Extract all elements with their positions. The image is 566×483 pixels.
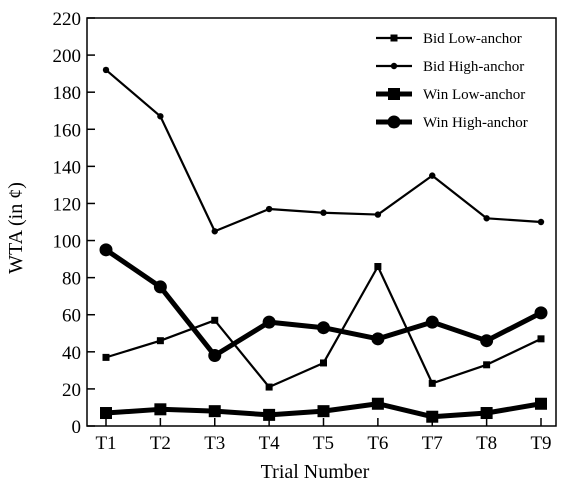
legend-label: Bid Low-anchor xyxy=(423,31,522,47)
y-tick-label: 180 xyxy=(53,83,82,104)
data-point xyxy=(371,332,385,346)
legend-swatch-marker xyxy=(390,34,398,42)
y-tick-label: 40 xyxy=(62,343,81,364)
x-tick-label: T4 xyxy=(259,433,281,454)
x-tick-label: T8 xyxy=(476,433,497,454)
legend-swatch-marker xyxy=(387,115,401,129)
x-tick-label: T7 xyxy=(422,433,443,454)
legend-swatch-marker xyxy=(390,62,398,70)
y-tick-label: 120 xyxy=(53,194,82,215)
data-point xyxy=(156,337,164,345)
legend-label: Bid High-anchor xyxy=(423,59,524,75)
data-point xyxy=(265,383,273,391)
data-point xyxy=(102,66,110,74)
legend-entry: Bid High-anchor xyxy=(376,59,524,75)
series-4 xyxy=(99,243,548,363)
data-point xyxy=(320,209,327,216)
data-point xyxy=(371,397,384,410)
legend-entry: Win High-anchor xyxy=(376,115,528,131)
series-layer xyxy=(99,66,548,423)
data-point xyxy=(317,405,330,418)
legend-entry: Win Low-anchor xyxy=(376,87,525,103)
y-tick-label: 160 xyxy=(53,120,82,141)
y-tick-label: 220 xyxy=(53,9,82,30)
plot-area xyxy=(86,17,557,427)
x-tick-label: T1 xyxy=(95,433,116,454)
data-point xyxy=(429,172,436,179)
data-point xyxy=(537,218,545,226)
series-line xyxy=(104,247,543,359)
data-point xyxy=(374,263,382,271)
legend-swatch-marker xyxy=(388,88,400,100)
x-tick-label: T3 xyxy=(204,433,225,454)
series-1 xyxy=(102,263,545,391)
x-tick-label: T6 xyxy=(367,433,388,454)
legend-entry: Bid Low-anchor xyxy=(376,31,522,47)
data-point xyxy=(537,335,545,343)
data-point xyxy=(102,353,110,361)
data-point xyxy=(262,315,276,329)
legend: Bid Low-anchor Bid High-anchor Win Low-anc… xyxy=(376,31,528,131)
y-tick-label: 200 xyxy=(53,46,82,67)
data-point xyxy=(208,405,221,418)
data-point xyxy=(317,321,330,335)
data-point xyxy=(374,211,382,218)
data-point xyxy=(263,408,276,421)
y-axis-label: WTA (in ¢) xyxy=(5,182,27,274)
y-tick-label: 20 xyxy=(62,380,81,401)
x-tick-label: T9 xyxy=(530,433,551,454)
legend-label: Win High-anchor xyxy=(423,115,528,131)
data-point xyxy=(480,407,493,420)
data-point xyxy=(483,215,490,222)
series-2 xyxy=(102,66,545,235)
data-point xyxy=(265,205,273,213)
x-tick-label: T2 xyxy=(150,433,171,454)
data-point xyxy=(483,361,491,369)
y-tick-label: 140 xyxy=(53,157,82,178)
data-point xyxy=(208,349,222,363)
data-point xyxy=(535,397,547,410)
data-point xyxy=(425,315,439,329)
data-point xyxy=(211,316,219,324)
x-tick-label: T5 xyxy=(313,433,334,454)
data-point xyxy=(534,306,548,320)
data-point xyxy=(153,280,167,294)
y-axis: 0 20 40 60 80 100 120 140 160 180 200 220 xyxy=(53,9,95,438)
data-point xyxy=(211,228,218,235)
data-point xyxy=(480,334,494,348)
y-tick-label: 80 xyxy=(62,269,81,290)
data-point xyxy=(428,379,436,387)
x-axis-label: Trial Number xyxy=(261,461,370,483)
series-3 xyxy=(100,397,547,423)
data-point xyxy=(320,359,327,367)
y-tick-label: 0 xyxy=(72,417,82,438)
legend-label: Win Low-anchor xyxy=(423,87,525,103)
data-point xyxy=(100,407,112,420)
plot-frame xyxy=(86,17,557,427)
y-tick-label: 100 xyxy=(53,232,82,253)
data-point xyxy=(99,243,113,257)
data-point xyxy=(154,403,167,416)
data-point xyxy=(426,410,439,423)
data-point xyxy=(157,113,164,120)
y-tick-label: 60 xyxy=(62,306,81,327)
x-axis: T1 T2 T3 T4 T5 T6 T7 T8 T9 xyxy=(95,418,552,454)
